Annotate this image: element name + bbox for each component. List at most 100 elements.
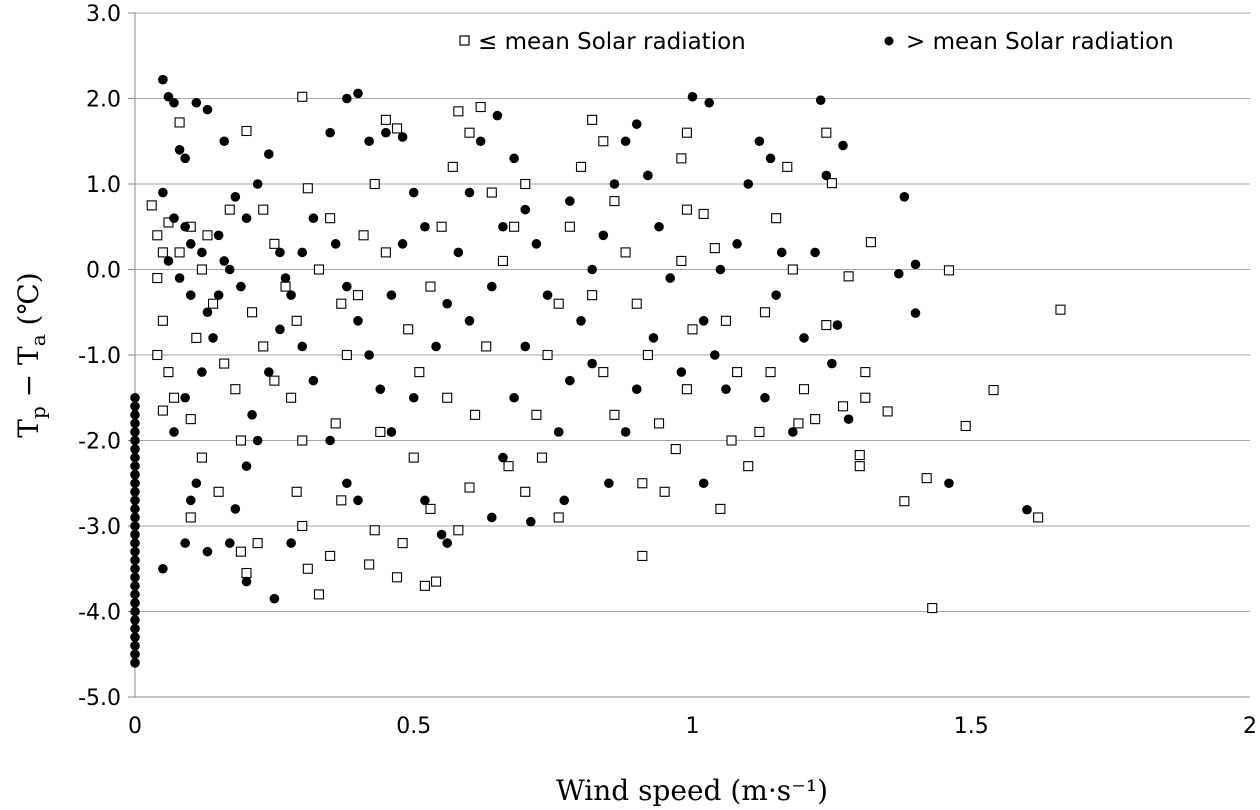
- point-open-square: [414, 367, 425, 378]
- point-filled-circle: [130, 606, 140, 617]
- point-filled-circle: [269, 593, 280, 604]
- point-filled-circle: [236, 281, 246, 292]
- point-open-square: [364, 559, 375, 570]
- point-filled-circle: [130, 658, 140, 668]
- point-filled-circle: [252, 179, 263, 189]
- point-filled-circle: [197, 247, 207, 258]
- point-open-square: [821, 320, 832, 331]
- point-open-square: [196, 264, 207, 275]
- point-filled-circle: [230, 504, 241, 514]
- point-filled-circle: [776, 247, 787, 258]
- point-open-square: [826, 178, 837, 189]
- point-filled-circle: [130, 623, 140, 634]
- point-filled-circle: [224, 538, 235, 548]
- point-open-square: [219, 358, 230, 369]
- point-filled-circle: [408, 392, 419, 403]
- point-open-square: [960, 420, 971, 432]
- point-open-square: [168, 392, 180, 403]
- point-filled-circle: [698, 316, 709, 326]
- point-open-square: [447, 161, 458, 172]
- point-filled-circle: [158, 187, 168, 198]
- point-open-square: [587, 290, 598, 301]
- point-filled-circle: [397, 132, 408, 142]
- point-open-square: [531, 409, 542, 420]
- point-open-square: [325, 213, 336, 224]
- point-filled-circle: [721, 384, 731, 395]
- point-filled-circle: [219, 136, 229, 147]
- point-filled-circle: [587, 264, 597, 275]
- point-open-square: [943, 265, 955, 276]
- point-filled-circle: [353, 495, 363, 506]
- point-open-square: [927, 603, 938, 614]
- point-filled-circle: [130, 487, 140, 497]
- point-open-square: [609, 196, 620, 207]
- point-filled-circle: [704, 97, 715, 108]
- point-filled-circle: [397, 239, 408, 249]
- point-open-square: [430, 576, 442, 587]
- point-filled-circle: [180, 392, 190, 403]
- point-open-square: [709, 243, 720, 254]
- point-open-square: [536, 452, 548, 463]
- point-filled-circle: [436, 529, 447, 540]
- point-filled-circle: [286, 538, 296, 548]
- point-open-square: [860, 367, 871, 378]
- x-tick-labels: 0 0.5 1 1.5 2: [128, 714, 1257, 739]
- point-filled-circle: [420, 495, 430, 506]
- point-filled-circle: [715, 264, 726, 275]
- point-filled-circle: [130, 538, 140, 548]
- point-open-square: [659, 486, 670, 497]
- point-open-square: [726, 435, 737, 446]
- point-filled-circle: [213, 290, 224, 300]
- point-open-square: [575, 161, 587, 172]
- point-open-square: [358, 230, 369, 241]
- point-open-square: [676, 255, 687, 267]
- point-filled-circle: [342, 281, 352, 292]
- point-filled-circle: [526, 516, 536, 527]
- point-open-square: [302, 563, 313, 574]
- point-open-square: [152, 272, 163, 284]
- y-tick-label: 1.0: [86, 173, 121, 198]
- point-open-square: [291, 486, 302, 497]
- point-open-square: [754, 426, 765, 438]
- x-tick-label: 1.5: [954, 714, 989, 739]
- point-open-square: [302, 183, 313, 194]
- legend-marker-open-square: [459, 35, 470, 46]
- point-open-square: [208, 298, 219, 309]
- x-tick-label: 1: [686, 714, 700, 739]
- point-open-square: [297, 435, 308, 446]
- point-open-square: [520, 486, 531, 497]
- point-filled-circle: [788, 427, 798, 437]
- point-filled-circle: [364, 350, 374, 360]
- point-filled-circle: [643, 170, 653, 181]
- point-filled-circle: [487, 281, 497, 292]
- point-open-square: [520, 178, 531, 190]
- point-filled-circle: [130, 410, 140, 420]
- point-filled-circle: [553, 427, 564, 437]
- point-filled-circle: [130, 418, 140, 429]
- point-open-square: [542, 349, 553, 361]
- point-filled-circle: [838, 140, 848, 151]
- point-open-square: [759, 307, 771, 318]
- y-label-sub-p: p: [26, 406, 50, 419]
- point-open-square: [291, 315, 302, 326]
- point-open-square: [152, 349, 163, 361]
- point-filled-circle: [130, 512, 140, 523]
- point-filled-circle: [475, 136, 486, 147]
- point-filled-circle: [765, 153, 776, 164]
- point-filled-circle: [130, 495, 140, 506]
- point-filled-circle: [565, 375, 575, 386]
- point-filled-circle: [754, 136, 765, 147]
- point-open-square: [391, 572, 403, 583]
- point-open-square: [715, 503, 726, 514]
- point-open-square: [609, 409, 620, 420]
- point-open-square: [258, 204, 269, 215]
- point-filled-circle: [442, 298, 453, 309]
- point-open-square: [157, 247, 168, 258]
- point-open-square: [486, 187, 497, 198]
- point-filled-circle: [576, 316, 586, 326]
- point-open-square: [1055, 304, 1066, 315]
- point-open-square: [163, 367, 174, 378]
- point-open-square: [553, 298, 564, 309]
- point-filled-circle: [464, 316, 475, 326]
- point-open-square: [313, 589, 325, 600]
